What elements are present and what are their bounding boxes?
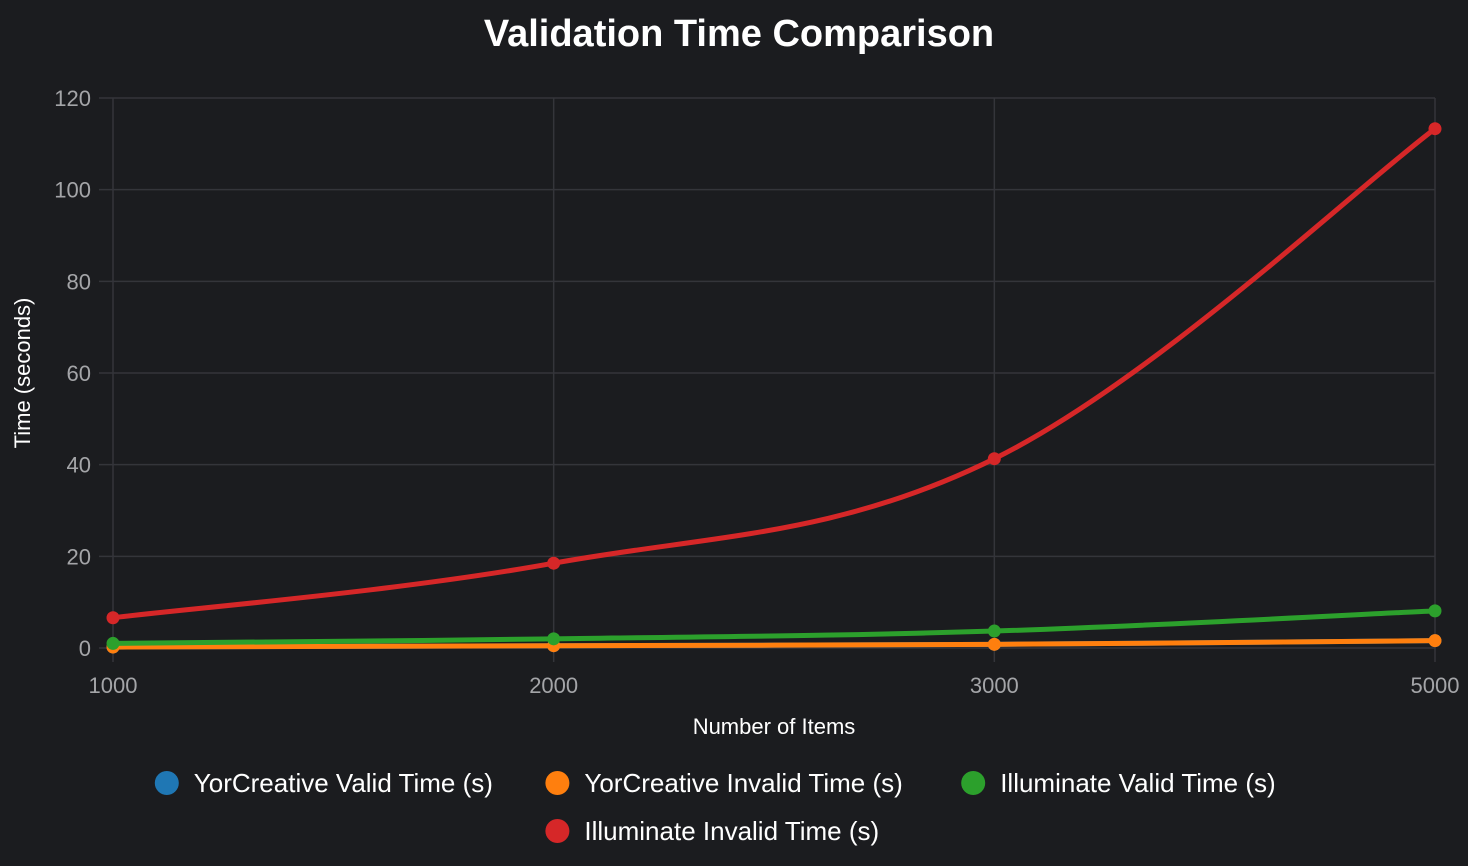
x-axis-title: Number of Items: [693, 714, 856, 739]
x-tick-label: 1000: [89, 673, 138, 698]
data-point: [106, 636, 120, 650]
data-point: [547, 632, 561, 646]
y-tick-label: 120: [54, 86, 91, 111]
y-axis-title: Time (seconds): [10, 298, 35, 449]
y-tick-label: 0: [79, 636, 91, 661]
grid: [99, 97, 1436, 662]
data-point: [987, 452, 1001, 466]
series-4: [106, 122, 1442, 625]
chart-title: Validation Time Comparison: [484, 13, 994, 55]
legend-item: Illuminate Invalid Time (s): [545, 816, 879, 846]
legend-marker: [545, 819, 570, 843]
data-point: [1428, 122, 1442, 136]
legend-label: YorCreative Valid Time (s): [194, 768, 493, 798]
y-axis-ticks: 0 20 40 60 80 100 120: [54, 86, 91, 661]
legend-label: YorCreative Invalid Time (s): [584, 768, 902, 798]
x-tick-label: 5000: [1411, 673, 1460, 698]
series-layer: [106, 122, 1442, 654]
data-point: [987, 624, 1001, 638]
legend-label: Illuminate Invalid Time (s): [584, 816, 879, 846]
legend-item: YorCreative Invalid Time (s): [545, 768, 903, 798]
x-axis-ticks: 1000 2000 3000 5000: [89, 673, 1460, 698]
legend-marker: [961, 771, 986, 795]
legend: YorCreative Valid Time (s) YorCreative In…: [154, 768, 1276, 846]
data-point: [547, 556, 561, 570]
legend-label: Illuminate Valid Time (s): [1000, 768, 1275, 798]
x-tick-label: 2000: [529, 673, 578, 698]
legend-item: YorCreative Valid Time (s): [154, 768, 493, 798]
data-point: [106, 611, 120, 625]
y-tick-label: 20: [67, 544, 91, 569]
data-point: [1428, 604, 1442, 618]
y-tick-label: 100: [54, 178, 91, 203]
series-line: [110, 638, 1438, 650]
series-3: [106, 604, 1442, 650]
y-tick-label: 40: [67, 453, 91, 478]
legend-item: Illuminate Valid Time (s): [961, 768, 1276, 798]
data-point: [987, 637, 1001, 651]
series-line: [110, 126, 1438, 621]
y-tick-label: 60: [67, 361, 91, 386]
legend-marker: [154, 771, 179, 795]
series-line: [110, 608, 1438, 646]
x-tick-label: 3000: [970, 673, 1019, 698]
data-point: [1428, 634, 1442, 648]
y-tick-label: 80: [67, 269, 91, 294]
legend-marker: [545, 771, 570, 795]
